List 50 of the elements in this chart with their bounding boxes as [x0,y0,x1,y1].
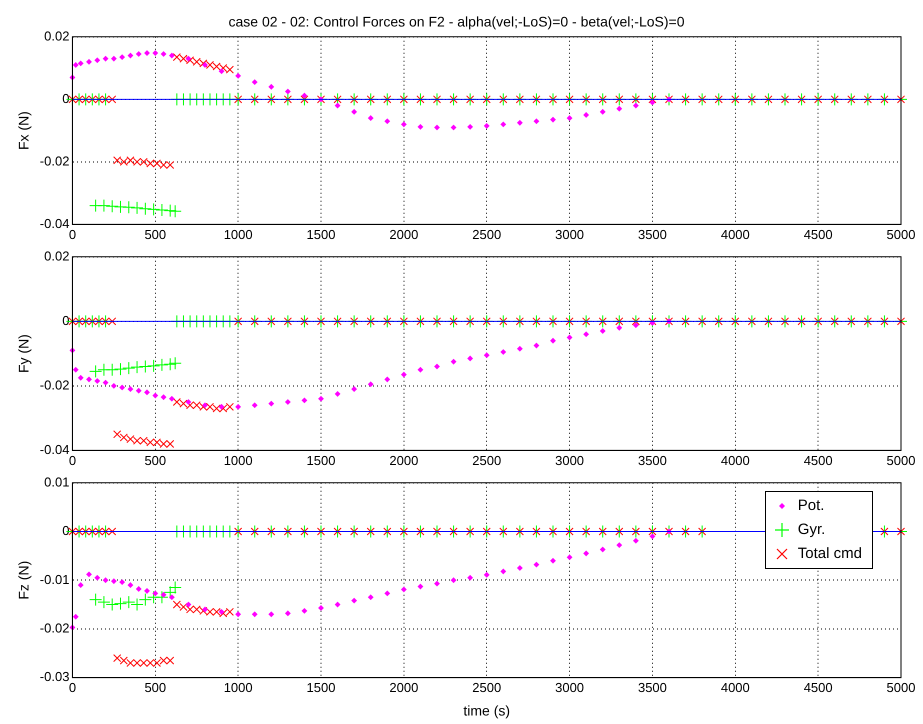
x-tick-label: 4500 [804,452,833,468]
y-tick-label: 0.01 [44,474,70,490]
x-tick-label: 1500 [306,680,336,695]
y-tick-label: -0.02 [40,620,70,636]
x-tick-label: 2500 [472,226,502,242]
x-tick-label: 3500 [638,680,667,695]
x-tick-label: 3500 [638,226,667,242]
x-tick-label: 2000 [389,680,418,695]
x-tick-label: 5000 [886,226,916,242]
x-tick-label: 2000 [389,226,418,242]
x-tick-label: 1000 [224,452,253,468]
x-tick-label: 500 [144,680,166,695]
x-tick-label: 4500 [804,680,833,695]
legend-label: Total cmd [798,545,862,562]
x-tick-label: 1500 [306,226,336,242]
legend-label: Pot. [798,497,824,514]
y-tick-label: -0.04 [40,442,70,457]
x-tick-label: 2000 [389,452,418,468]
x-tick-label: 3000 [555,226,584,242]
y-tick-label: 0.02 [44,28,70,44]
y-axis-title: Fx (N) [15,111,32,150]
x-tick-label: 3500 [638,452,667,468]
y-tick-label: 0.02 [44,248,70,264]
x-tick-label: 5000 [886,680,916,695]
y-tick-label: -0.02 [40,377,70,392]
x-tick-label: 500 [144,452,166,468]
y-axis-title: Fz (N) [15,560,32,600]
x-tick-label: 500 [144,226,166,242]
y-tick-label: 0 [62,90,70,106]
y-axis-title: Fy (N) [15,334,32,374]
legend-label: Gyr. [798,521,826,538]
y-tick-label: 0 [62,312,70,328]
x-tick-label: 1000 [224,226,253,242]
x-tick-label: 3000 [555,680,584,695]
x-axis-title: time (s) [463,702,510,718]
x-tick-label: 3000 [555,452,584,468]
x-tick-label: 4000 [720,452,750,468]
x-tick-label: 4500 [804,226,833,242]
y-tick-label: -0.01 [40,572,70,587]
x-tick-label: 1500 [306,452,336,468]
y-tick-label: -0.04 [40,216,70,231]
x-tick-label: 1000 [224,680,253,695]
x-tick-label: 5000 [886,452,916,468]
x-tick-label: 2500 [472,680,502,695]
y-tick-label: -0.03 [40,669,70,684]
x-tick-label: 4000 [720,226,750,242]
x-tick-label: 4000 [720,680,750,695]
y-tick-label: -0.02 [40,153,70,168]
x-tick-label: 2500 [472,452,502,468]
chart-title: case 02 - 02: Control Forces on F2 - alpha(vel;-LoS)=0 - beta(vel;-LoS)=0 [228,13,685,30]
